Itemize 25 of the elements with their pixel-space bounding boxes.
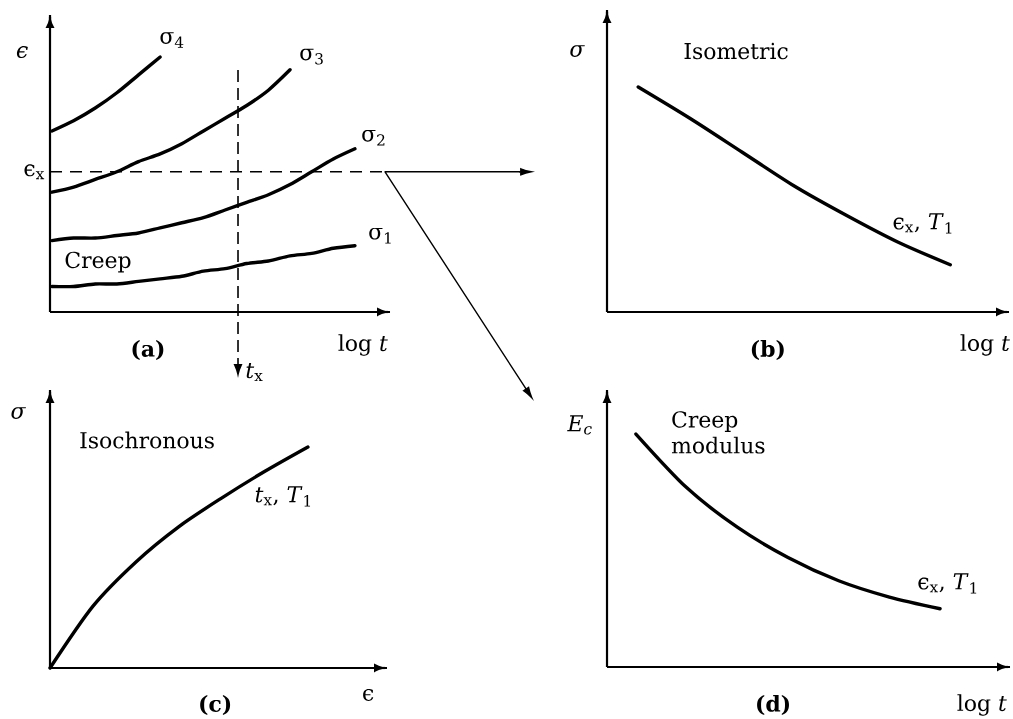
- x-axis-title: log t: [957, 694, 1007, 716]
- series-label: σ$_{4}$: [160, 32, 184, 48]
- annotation: Isochronous: [80, 431, 214, 449]
- text: (c): [200, 694, 231, 715]
- text: (d): [757, 694, 789, 715]
- text: (a): [132, 339, 164, 361]
- series-label: t$_{x}$, T$_{1}$: [255, 486, 311, 507]
- text: (b): [751, 340, 784, 361]
- series-label: σ$_{2}$: [362, 129, 385, 146]
- series-label: σ$_{3}$: [300, 48, 323, 65]
- y-axis-title: E$_{c}$: [567, 415, 592, 435]
- text: t$_{x}$: [246, 362, 263, 381]
- series-label: ϵ$_{x}$, T$_{1}$: [918, 573, 977, 594]
- y-axis-title: σ: [11, 407, 26, 419]
- y-axis-title: ϵ: [16, 46, 28, 59]
- series-label: ϵ$_{x}$, T$_{1}$: [893, 213, 952, 234]
- y-axis-title: σ: [570, 45, 585, 57]
- annotation: Creep: [65, 251, 131, 273]
- series-label: σ$_{1}$: [369, 227, 391, 244]
- text: Isometric: [684, 42, 788, 60]
- x-axis-title: log t: [338, 334, 388, 356]
- annotation: Creep modulus: [671, 411, 765, 454]
- ref-line-label: ϵ$_{x}$: [24, 164, 45, 180]
- x-axis-title: log t: [960, 334, 1010, 356]
- x-axis-title: ϵ: [363, 688, 374, 701]
